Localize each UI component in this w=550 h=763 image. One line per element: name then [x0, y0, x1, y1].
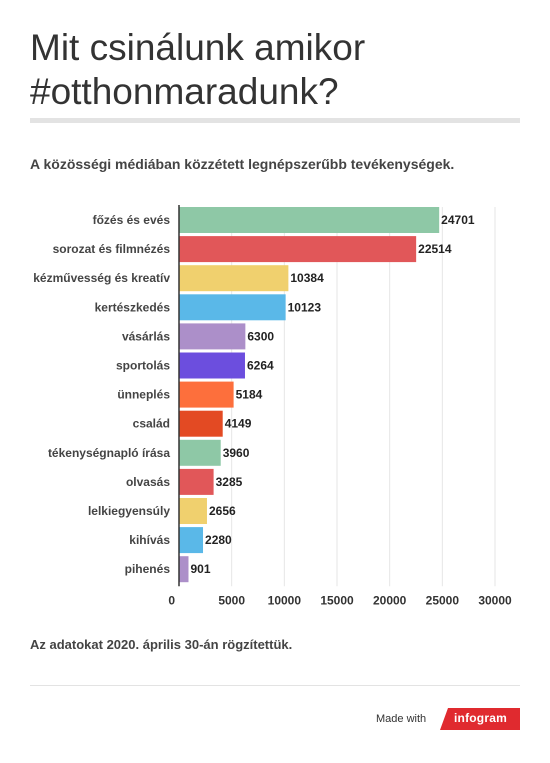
- made-with-label: Made with: [376, 713, 427, 725]
- bar: [179, 468, 214, 495]
- chart-subtitle: A közösségi médiában közzétett legnépsze…: [30, 156, 455, 172]
- category-label: sorozat és filmnézés: [53, 242, 171, 256]
- bar: [179, 207, 440, 233]
- category-label: olvasás: [126, 475, 170, 489]
- value-label: 5184: [236, 388, 263, 402]
- infogram-logo-text: infogram: [454, 711, 507, 725]
- category-label: főzés és evés: [93, 213, 171, 227]
- bar: [179, 265, 289, 292]
- bar: [179, 352, 245, 379]
- category-label: tékenységnapló írása: [48, 446, 170, 460]
- category-label: ünneplés: [117, 388, 170, 402]
- x-tick-label: 15000: [320, 593, 354, 607]
- bar: [179, 410, 223, 437]
- title-divider: [30, 118, 520, 123]
- value-label: 2280: [205, 533, 232, 547]
- bar-chart: 0 5000 10000 15000 20000 25000 30000 főzés és e…: [33, 205, 512, 607]
- value-label: 10384: [290, 271, 324, 285]
- value-label: 4149: [225, 417, 252, 431]
- bar: [179, 527, 204, 554]
- category-label: vásárlás: [122, 329, 170, 343]
- x-tick-label: 5000: [218, 593, 245, 607]
- x-tick-label: 10000: [268, 593, 302, 607]
- category-label: kézművesség és kreatív: [33, 271, 170, 285]
- value-label: 901: [190, 562, 210, 576]
- infogram-logo-shape: [440, 708, 520, 730]
- bar: [179, 498, 207, 524]
- bar: [179, 439, 221, 466]
- infogram-logo[interactable]: infogram: [440, 708, 520, 730]
- value-label: 24701: [441, 213, 475, 227]
- category-label: sportolás: [116, 359, 170, 373]
- value-label: 6300: [247, 329, 274, 343]
- value-label: 2656: [209, 504, 236, 518]
- bar: [179, 323, 246, 350]
- value-label: 6264: [247, 359, 274, 373]
- category-label: kihívás: [129, 533, 170, 547]
- category-label: kertészkedés: [95, 300, 171, 314]
- value-label: 3285: [216, 475, 243, 489]
- category-label: család: [133, 417, 170, 431]
- chart-title: Mit csinálunk amikor #otthonmaradunk?: [30, 27, 366, 112]
- bar: [179, 294, 286, 321]
- footer-divider: [30, 685, 520, 686]
- bar: [179, 556, 189, 583]
- category-label: pihenés: [125, 562, 171, 576]
- footnote: Az adatokat 2020. április 30-án rögzítet…: [30, 637, 293, 652]
- x-tick-label: 25000: [426, 593, 460, 607]
- bar: [179, 236, 417, 263]
- x-tick-label: 0: [168, 593, 175, 607]
- x-tick-label: 30000: [478, 593, 512, 607]
- value-label: 22514: [418, 242, 452, 256]
- category-label: lelkiegyensúly: [88, 504, 170, 518]
- value-label: 3960: [223, 446, 250, 460]
- value-label: 10123: [288, 300, 322, 314]
- x-tick-label: 20000: [373, 593, 407, 607]
- bar: [179, 381, 234, 408]
